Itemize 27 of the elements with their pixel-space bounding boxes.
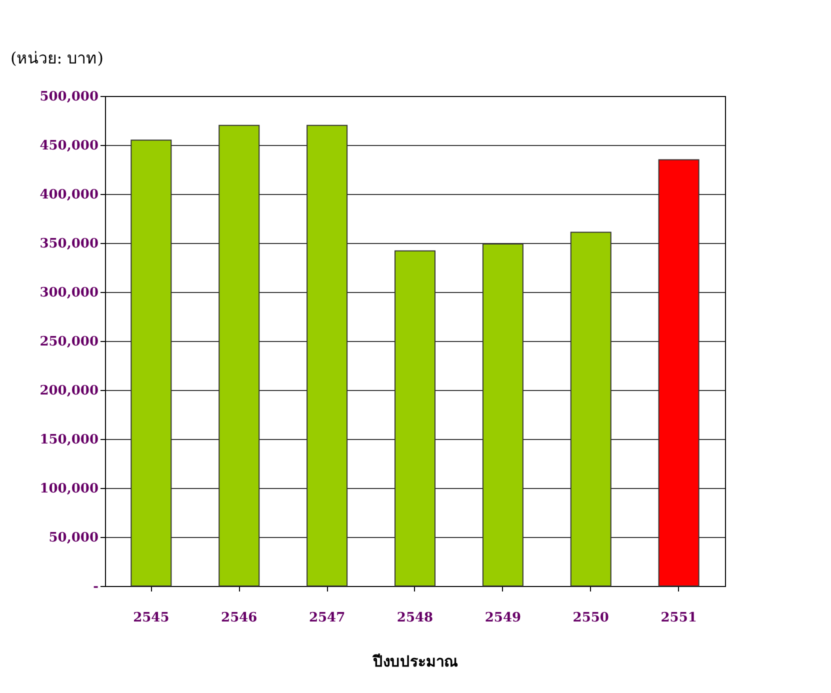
x-tick-label: 2547 [308, 610, 346, 626]
y-tick-label: 450,000 [40, 138, 98, 154]
y-tick-label: - [93, 580, 98, 594]
y-tick-label: 500,000 [40, 90, 98, 104]
y-tick-label: 350,000 [40, 236, 98, 252]
y-tick-label: 400,000 [40, 188, 98, 202]
bar [130, 140, 172, 586]
bar [218, 124, 260, 586]
x-tick-label: 2546 [221, 610, 258, 626]
x-tick-label: 2550 [572, 610, 609, 626]
y-tick-label: 50,000 [48, 530, 98, 546]
y-tick-label: 100,000 [40, 482, 98, 496]
y-tick-label: 250,000 [40, 334, 98, 350]
y-tick-label: 200,000 [40, 384, 98, 398]
x-tick-label: 2548 [396, 610, 434, 626]
x-axis-title: ปีงบประมาณ [372, 652, 458, 670]
x-tick-label: 2549 [484, 610, 522, 626]
bar [394, 250, 436, 586]
bar [658, 159, 700, 586]
bar [482, 243, 524, 586]
x-tick-label: 2551 [660, 610, 697, 626]
y-tick-label: 300,000 [40, 286, 98, 300]
y-axis-title: (หน่วย: บาท) [10, 48, 104, 68]
bar [306, 124, 348, 586]
bar [570, 232, 612, 586]
x-tick-label: 2545 [133, 610, 170, 626]
y-tick-label: 150,000 [40, 432, 98, 448]
